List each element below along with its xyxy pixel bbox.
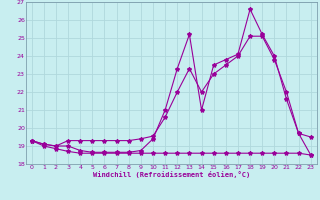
X-axis label: Windchill (Refroidissement éolien,°C): Windchill (Refroidissement éolien,°C) (92, 171, 250, 178)
